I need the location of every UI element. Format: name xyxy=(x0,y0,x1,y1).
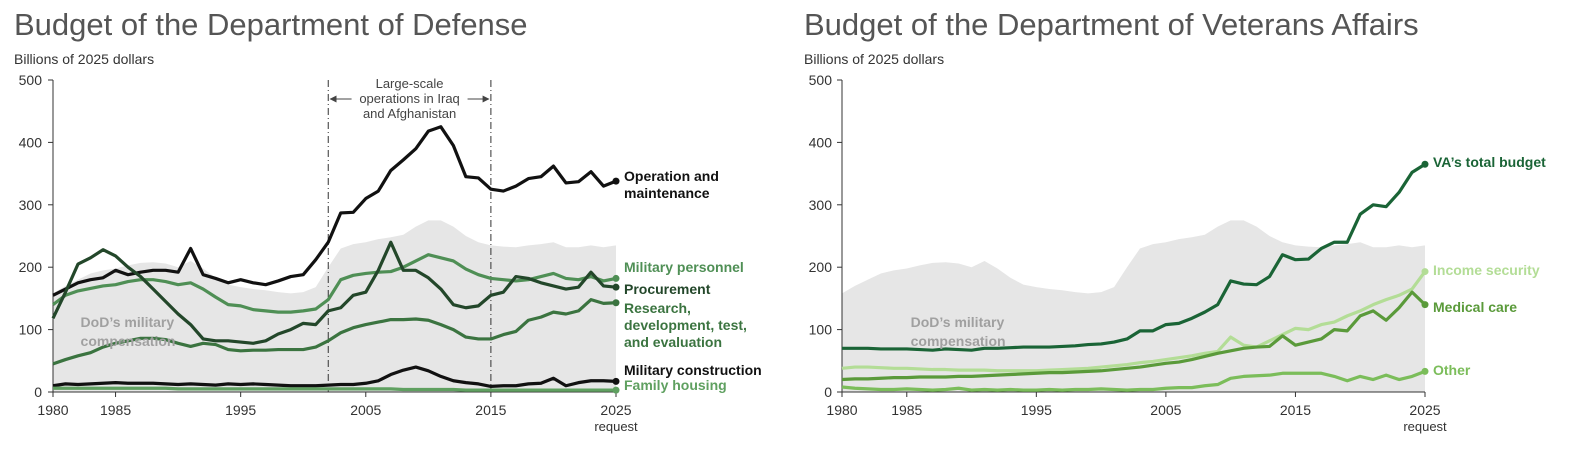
line xyxy=(53,386,616,392)
x-tick-label: 1985 xyxy=(891,402,922,418)
x-tick-label: 1995 xyxy=(225,402,256,418)
end-point xyxy=(612,283,620,291)
series-label: Military personnel xyxy=(624,259,744,276)
x-tick-label: 1995 xyxy=(1021,402,1052,418)
series-label: Other xyxy=(1433,362,1471,379)
y-tick-label: 500 xyxy=(809,72,833,88)
x-tick-label: 2025 xyxy=(600,402,631,418)
x-tick-label: 2025 xyxy=(1409,402,1440,418)
y-tick-label: 500 xyxy=(19,72,43,88)
x-tick-label: 1980 xyxy=(37,402,68,418)
y-tick-label: 100 xyxy=(809,322,833,338)
x-tick-label: 2015 xyxy=(1280,402,1311,418)
y-tick-label: 100 xyxy=(19,322,43,338)
x-tick-label: 1985 xyxy=(100,402,131,418)
line xyxy=(52,253,617,314)
line xyxy=(841,290,1427,382)
y-tick-label: 200 xyxy=(809,259,833,275)
end-point xyxy=(612,377,620,385)
y-tick-label: 0 xyxy=(824,384,832,400)
end-point xyxy=(1421,160,1429,168)
series-label: Military construction xyxy=(624,362,762,379)
line xyxy=(841,369,1426,392)
chart-title: Budget of the Department of Veterans Aff… xyxy=(804,7,1419,42)
x-tick-label: 2005 xyxy=(1150,402,1181,418)
line xyxy=(841,270,1427,373)
area-label: DoD’s military compensation xyxy=(80,313,176,349)
period-label: Large-scale operations in Iraq and Afgha… xyxy=(359,76,460,121)
end-point xyxy=(1421,301,1429,309)
line xyxy=(52,365,617,388)
x-tick-label: 2015 xyxy=(475,402,506,418)
series-label: Procurement xyxy=(624,281,711,298)
end-point xyxy=(1421,268,1429,276)
end-point xyxy=(612,274,620,282)
y-tick-label: 400 xyxy=(809,134,833,150)
line xyxy=(842,162,1426,352)
end-point xyxy=(1421,367,1429,375)
end-point xyxy=(612,386,620,394)
series-label: Operation and maintenance xyxy=(624,168,719,202)
end-point xyxy=(612,299,620,307)
series-label: Income security xyxy=(1433,261,1540,278)
x-tick-label: 2005 xyxy=(350,402,381,418)
y-axis-label: Billions of 2025 dollars xyxy=(14,51,155,67)
y-tick-label: 200 xyxy=(19,259,43,275)
line xyxy=(52,298,617,366)
line xyxy=(52,125,617,297)
end-point xyxy=(612,177,620,185)
chart-title: Budget of the Department of Defense xyxy=(14,7,528,42)
y-tick-label: 400 xyxy=(19,134,43,150)
area xyxy=(53,220,616,392)
x-tick-label: 1980 xyxy=(826,402,857,418)
area-label: DoD’s military compensation xyxy=(910,313,1006,349)
y-tick-label: 300 xyxy=(19,197,43,213)
series-label: Medical care xyxy=(1433,298,1518,315)
series-label: VA’s total budget xyxy=(1433,154,1546,171)
y-axis-label: Billions of 2025 dollars xyxy=(804,51,945,67)
y-tick-label: 300 xyxy=(809,197,833,213)
x-note: request xyxy=(1403,419,1447,434)
line xyxy=(51,240,617,345)
series-label: Family housing xyxy=(624,377,727,394)
x-note: request xyxy=(594,419,638,434)
series-label: Research, development, test, and evaluat… xyxy=(624,299,747,350)
y-tick-label: 0 xyxy=(34,384,42,400)
